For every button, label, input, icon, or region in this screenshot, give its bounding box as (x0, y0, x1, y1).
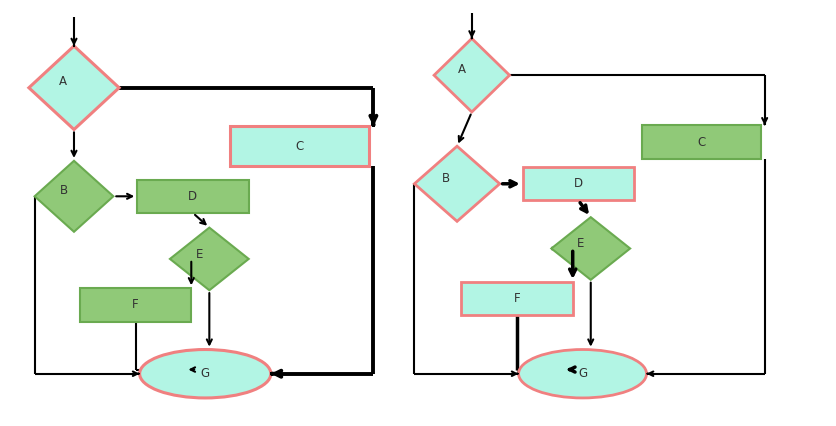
Polygon shape (434, 38, 509, 112)
Text: C: C (295, 140, 303, 153)
Text: F: F (132, 298, 139, 311)
Polygon shape (551, 217, 630, 280)
Text: B: B (60, 184, 68, 198)
Text: G: G (201, 367, 210, 380)
FancyBboxPatch shape (461, 282, 572, 315)
Polygon shape (28, 46, 119, 130)
Text: C: C (696, 135, 705, 149)
Text: A: A (59, 75, 67, 88)
FancyBboxPatch shape (137, 180, 248, 213)
FancyBboxPatch shape (79, 288, 191, 322)
Ellipse shape (140, 349, 271, 398)
Text: B: B (441, 172, 450, 184)
Text: E: E (196, 248, 203, 261)
Text: D: D (573, 177, 583, 190)
Text: A: A (458, 63, 466, 76)
Polygon shape (34, 161, 113, 232)
Text: E: E (577, 237, 584, 250)
Ellipse shape (518, 349, 645, 398)
Polygon shape (414, 146, 499, 222)
FancyBboxPatch shape (522, 167, 634, 201)
Polygon shape (170, 227, 248, 290)
FancyBboxPatch shape (230, 126, 369, 166)
Text: G: G (578, 367, 586, 380)
Text: F: F (513, 292, 520, 305)
Text: D: D (188, 190, 197, 203)
FancyBboxPatch shape (642, 125, 760, 159)
